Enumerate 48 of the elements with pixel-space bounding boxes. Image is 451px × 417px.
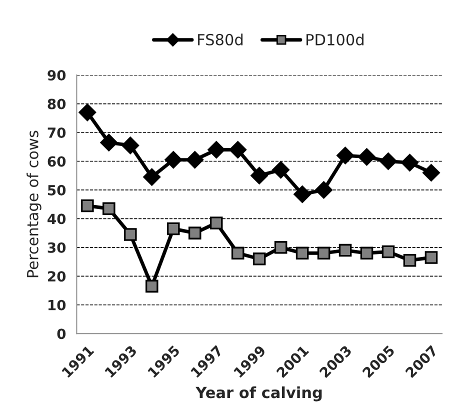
point xyxy=(338,244,352,257)
point xyxy=(382,245,395,258)
point xyxy=(100,134,118,152)
point xyxy=(210,216,223,230)
point xyxy=(250,166,268,184)
point xyxy=(122,136,140,154)
point xyxy=(315,181,332,199)
point xyxy=(186,151,204,168)
point xyxy=(317,246,330,260)
y-tick-label: 70 xyxy=(48,127,66,138)
point xyxy=(360,246,374,260)
y-tick-label: 20 xyxy=(48,271,66,282)
point xyxy=(422,164,440,182)
y-tick-label: 90 xyxy=(48,70,66,81)
point xyxy=(358,148,376,166)
y-tick-label: 80 xyxy=(48,98,66,110)
x-axis-title: Year of calving xyxy=(196,386,322,402)
point xyxy=(424,251,438,264)
point xyxy=(336,146,354,164)
y-tick-label: 50 xyxy=(48,184,66,196)
point xyxy=(294,186,311,203)
point xyxy=(272,161,290,179)
point xyxy=(403,254,416,267)
point xyxy=(380,152,397,170)
point xyxy=(274,241,288,254)
point xyxy=(188,226,202,240)
y-tick-label: 30 xyxy=(48,242,66,253)
point xyxy=(78,104,96,122)
y-tick-label: 10 xyxy=(48,300,66,310)
legend-label: PD100d xyxy=(306,34,364,46)
y-axis-title: Percentage of cows xyxy=(26,130,42,278)
point xyxy=(229,141,247,158)
point xyxy=(166,222,180,236)
point xyxy=(145,280,158,293)
point xyxy=(124,228,137,241)
point xyxy=(143,168,161,186)
y-tick-label: 60 xyxy=(48,156,66,167)
point xyxy=(81,199,94,212)
y-tick-label: 40 xyxy=(48,214,66,224)
point xyxy=(164,151,182,168)
point xyxy=(231,246,244,260)
point xyxy=(401,154,418,172)
point xyxy=(296,246,309,260)
point xyxy=(102,202,116,216)
legend-label: FS80d xyxy=(198,34,243,46)
point xyxy=(208,141,226,158)
y-tick-label: 0 xyxy=(57,328,66,340)
point xyxy=(252,252,266,266)
